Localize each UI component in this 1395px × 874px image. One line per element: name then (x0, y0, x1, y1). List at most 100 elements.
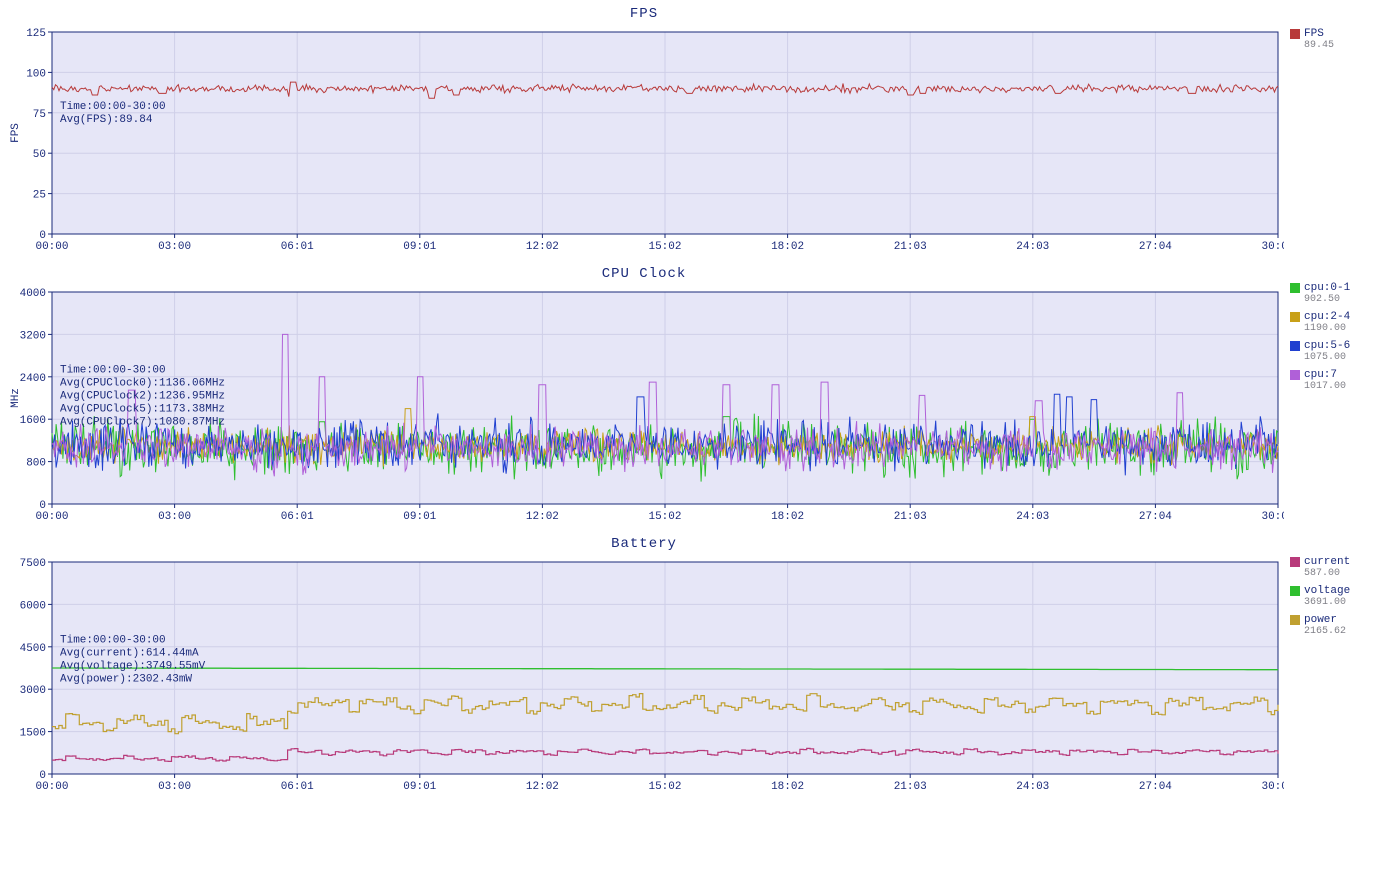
battery-chart-col: Battery 01500300045006000750000:0003:000… (4, 534, 1284, 800)
svg-text:30:04: 30:04 (1261, 511, 1284, 523)
legend-swatch (1290, 615, 1300, 625)
svg-text:2400: 2400 (20, 373, 46, 385)
legend-label: cpu:5-6 (1304, 340, 1350, 352)
battery-legend: current587.00 voltage3691.00 power2165.62 (1284, 534, 1350, 643)
legend-label: voltage (1304, 585, 1350, 597)
legend-swatch (1290, 312, 1300, 322)
svg-text:3200: 3200 (20, 330, 46, 342)
svg-text:18:02: 18:02 (771, 511, 804, 523)
svg-text:Avg(power):2302.43mW: Avg(power):2302.43mW (60, 674, 192, 686)
svg-text:Time:00:00-30:00: Time:00:00-30:00 (60, 365, 166, 377)
svg-text:27:04: 27:04 (1139, 781, 1172, 793)
svg-text:12:02: 12:02 (526, 781, 559, 793)
svg-text:Avg(CPUClock0):1136.06MHz: Avg(CPUClock0):1136.06MHz (60, 378, 225, 390)
svg-text:4500: 4500 (20, 643, 46, 655)
legend-swatch (1290, 283, 1300, 293)
svg-text:18:02: 18:02 (771, 241, 804, 253)
svg-text:15:02: 15:02 (648, 511, 681, 523)
legend-value: 3691.00 (1304, 597, 1350, 608)
svg-text:27:04: 27:04 (1139, 511, 1172, 523)
svg-text:27:04: 27:04 (1139, 241, 1172, 253)
legend-item: cpu:2-41190.00 (1290, 311, 1350, 334)
svg-text:00:00: 00:00 (35, 511, 68, 523)
svg-text:1500: 1500 (20, 728, 46, 740)
svg-text:3000: 3000 (20, 685, 46, 697)
cpu-chart: 0800160024003200400000:0003:0006:0109:01… (4, 286, 1284, 526)
svg-text:00:00: 00:00 (35, 241, 68, 253)
svg-text:30:04: 30:04 (1261, 241, 1284, 253)
svg-text:03:00: 03:00 (158, 511, 191, 523)
svg-text:25: 25 (33, 190, 46, 202)
legend-value: 1190.00 (1304, 323, 1350, 334)
svg-text:24:03: 24:03 (1016, 241, 1049, 253)
svg-text:Time:00:00-30:00: Time:00:00-30:00 (60, 635, 166, 647)
legend-swatch (1290, 586, 1300, 596)
fps-chart: 025507510012500:0003:0006:0109:0112:0215… (4, 26, 1284, 256)
svg-text:12:02: 12:02 (526, 511, 559, 523)
svg-text:Avg(voltage):3749.55mV: Avg(voltage):3749.55mV (60, 661, 206, 673)
svg-text:00:00: 00:00 (35, 781, 68, 793)
svg-text:MHz: MHz (10, 388, 22, 408)
legend-item: FPS89.45 (1290, 28, 1334, 51)
svg-text:12:02: 12:02 (526, 241, 559, 253)
svg-text:1600: 1600 (20, 415, 46, 427)
legend-item: cpu:0-1902.50 (1290, 282, 1350, 305)
svg-text:09:01: 09:01 (403, 511, 436, 523)
legend-value: 902.50 (1304, 294, 1350, 305)
svg-text:15:02: 15:02 (648, 781, 681, 793)
legend-label: current (1304, 556, 1350, 568)
legend-label: cpu:2-4 (1304, 311, 1350, 323)
battery-row: Battery 01500300045006000750000:0003:000… (4, 534, 1391, 800)
svg-text:125: 125 (26, 28, 46, 40)
legend-label: cpu:0-1 (1304, 282, 1350, 294)
svg-text:24:03: 24:03 (1016, 511, 1049, 523)
svg-text:50: 50 (33, 149, 46, 161)
legend-label: FPS (1304, 28, 1334, 40)
svg-text:7500: 7500 (20, 558, 46, 570)
cpu-title: CPU Clock (4, 266, 1284, 282)
svg-text:21:03: 21:03 (894, 781, 927, 793)
legend-value: 1017.00 (1304, 381, 1346, 392)
svg-text:Avg(CPUClock5):1173.38MHz: Avg(CPUClock5):1173.38MHz (60, 404, 225, 416)
fps-title: FPS (4, 6, 1284, 22)
svg-text:30:04: 30:04 (1261, 781, 1284, 793)
legend-item: power2165.62 (1290, 614, 1350, 637)
svg-text:FPS: FPS (10, 123, 22, 143)
svg-text:03:00: 03:00 (158, 241, 191, 253)
svg-text:06:01: 06:01 (281, 241, 314, 253)
svg-text:6000: 6000 (20, 600, 46, 612)
legend-item: current587.00 (1290, 556, 1350, 579)
legend-value: 587.00 (1304, 568, 1350, 579)
svg-text:24:03: 24:03 (1016, 781, 1049, 793)
svg-text:21:03: 21:03 (894, 241, 927, 253)
legend-item: cpu:5-61075.00 (1290, 340, 1350, 363)
legend-swatch (1290, 341, 1300, 351)
svg-text:03:00: 03:00 (158, 781, 191, 793)
svg-text:06:01: 06:01 (281, 781, 314, 793)
svg-text:09:01: 09:01 (403, 781, 436, 793)
svg-text:Avg(CPUClock2):1236.95MHz: Avg(CPUClock2):1236.95MHz (60, 391, 225, 403)
legend-swatch (1290, 370, 1300, 380)
svg-text:09:01: 09:01 (403, 241, 436, 253)
svg-text:06:01: 06:01 (281, 511, 314, 523)
svg-text:4000: 4000 (20, 288, 46, 300)
legend-value: 1075.00 (1304, 352, 1350, 363)
battery-chart: 01500300045006000750000:0003:0006:0109:0… (4, 556, 1284, 796)
legend-item: voltage3691.00 (1290, 585, 1350, 608)
legend-label: power (1304, 614, 1346, 626)
battery-title: Battery (4, 536, 1284, 552)
svg-text:Avg(current):614.44mA: Avg(current):614.44mA (60, 648, 199, 660)
legend-swatch (1290, 557, 1300, 567)
legend-swatch (1290, 29, 1300, 39)
svg-text:800: 800 (26, 458, 46, 470)
cpu-chart-col: CPU Clock 0800160024003200400000:0003:00… (4, 264, 1284, 530)
legend-value: 2165.62 (1304, 626, 1346, 637)
legend-label: cpu:7 (1304, 369, 1346, 381)
svg-text:75: 75 (33, 109, 46, 121)
cpu-row: CPU Clock 0800160024003200400000:0003:00… (4, 264, 1391, 530)
fps-chart-col: FPS 025507510012500:0003:0006:0109:0112:… (4, 4, 1284, 260)
svg-text:Avg(FPS):89.84: Avg(FPS):89.84 (60, 114, 153, 126)
svg-text:100: 100 (26, 68, 46, 80)
svg-text:Avg(CPUClock7):1080.87MHz: Avg(CPUClock7):1080.87MHz (60, 417, 225, 429)
fps-row: FPS 025507510012500:0003:0006:0109:0112:… (4, 4, 1391, 260)
